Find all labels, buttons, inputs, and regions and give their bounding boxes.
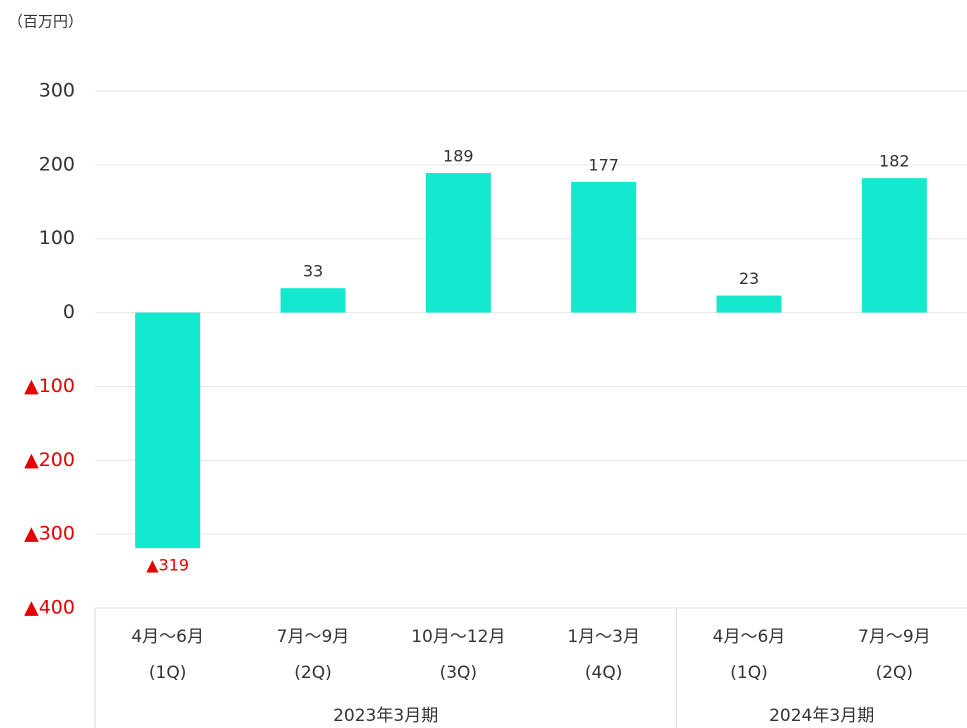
unit-label: （百万円） <box>8 13 83 31</box>
y-tick-label: ▲200 <box>24 449 75 471</box>
x-tick-label: (3Q) <box>440 663 477 683</box>
data-label: 189 <box>443 146 474 165</box>
bar <box>135 312 201 549</box>
group-label: 2024年3月期 <box>769 706 874 726</box>
y-tick-label: 0 <box>63 301 75 323</box>
bar <box>861 178 927 313</box>
y-tick-label: 200 <box>39 153 75 175</box>
data-label: 33 <box>303 262 323 281</box>
x-tick-label: (1Q) <box>149 663 186 683</box>
y-tick-label: ▲300 <box>24 523 75 545</box>
bar <box>716 295 782 313</box>
data-label: 23 <box>739 269 759 288</box>
y-tick-label: 300 <box>39 80 75 102</box>
y-tick-label: ▲100 <box>24 375 75 397</box>
bar <box>280 288 346 313</box>
data-label: ▲319 <box>146 556 189 575</box>
x-tick-label: (2Q) <box>294 663 331 683</box>
x-tick-label: (2Q) <box>876 663 913 683</box>
x-tick-label: (1Q) <box>730 663 767 683</box>
y-tick-label: ▲400 <box>24 597 75 619</box>
y-tick-label: 100 <box>39 227 75 249</box>
x-tick-label: 4月〜6月 <box>713 627 786 647</box>
data-label: 182 <box>879 152 910 171</box>
x-tick-label: 10月〜12月 <box>411 627 505 647</box>
bar <box>425 172 491 313</box>
x-tick-label: 1月〜3月 <box>567 627 640 647</box>
data-label: 177 <box>588 155 619 174</box>
x-tick-label: 7月〜9月 <box>858 627 931 647</box>
x-tick-label: 4月〜6月 <box>131 627 204 647</box>
x-tick-label: 7月〜9月 <box>277 627 350 647</box>
group-label: 2023年3月期 <box>333 706 438 726</box>
x-tick-label: (4Q) <box>585 663 622 683</box>
bar <box>571 181 637 313</box>
